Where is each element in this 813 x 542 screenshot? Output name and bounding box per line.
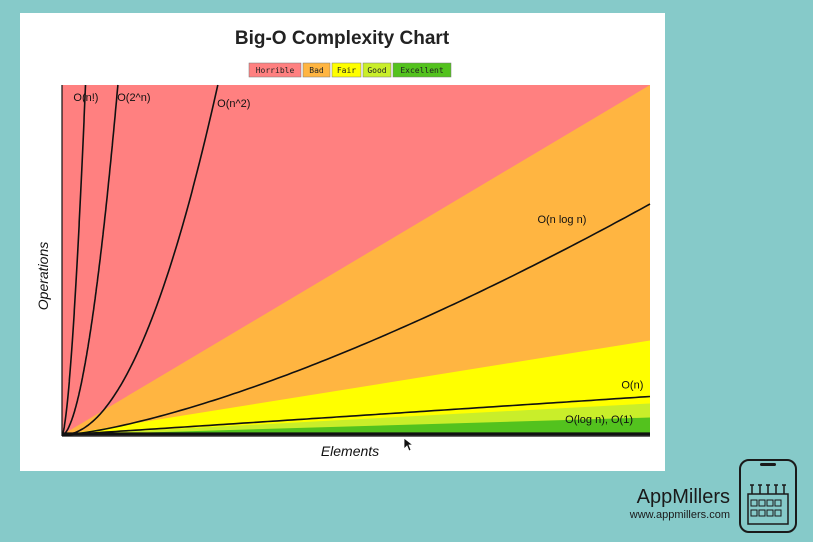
curve-o-n-2 xyxy=(62,84,219,436)
legend-label-fair: Fair xyxy=(337,66,356,75)
plot-area: O(n!) O(2^n) O(n^2) O(n log n) O(n) O(log n),… xyxy=(61,84,651,437)
complexity-chart: Big-O Complexity Chart Horrible Bad Fair Go… xyxy=(35,28,651,459)
curve-label-o-n-2: O(n^2) xyxy=(217,98,250,110)
mouse-cursor-icon xyxy=(403,437,415,452)
curve-label-o-2-n: O(2^n) xyxy=(117,92,150,104)
y-axis-label: Operations xyxy=(35,242,51,310)
legend-label-horrible: Horrible xyxy=(256,66,295,75)
brand-block: AppMillers www.appmillers.com xyxy=(620,486,730,522)
legend-swatch-fair xyxy=(331,62,362,78)
brand-url: www.appmillers.com xyxy=(629,509,730,521)
curve-label-o-n-log-n: O(n log n) xyxy=(537,214,586,226)
slide-frame: Big-O Complexity Chart Horrible Bad Fair Go… xyxy=(20,13,665,471)
curve-label-o-n: O(n) xyxy=(621,380,643,392)
legend-label-excellent: Excellent xyxy=(400,66,444,75)
zone-excellent xyxy=(62,417,650,435)
chart-title: Big-O Complexity Chart xyxy=(235,28,450,49)
legend-swatch-excellent xyxy=(392,62,452,78)
zone-bad xyxy=(62,85,650,435)
legend-label-good: Good xyxy=(367,66,386,75)
curve-label-o-log-n-o-1: O(log n), O(1) xyxy=(565,414,633,426)
x-axis-label: Elements xyxy=(321,443,379,459)
brand-name: AppMillers xyxy=(636,486,730,508)
curve-o-2-n xyxy=(61,84,119,436)
curve-label-o-n: O(n!) xyxy=(73,92,98,104)
legend: Horrible Bad Fair Good Excellent xyxy=(248,62,452,78)
legend-swatch-horrible xyxy=(248,62,302,78)
legend-swatch-bad xyxy=(302,62,331,78)
curve-o-n xyxy=(61,84,87,436)
curve-o-n-log-n xyxy=(61,203,651,436)
legend-label-bad: Bad xyxy=(309,66,324,75)
appmillers-logo-icon xyxy=(739,459,797,533)
curve-o-n xyxy=(61,395,651,436)
legend-swatch-good xyxy=(362,62,392,78)
